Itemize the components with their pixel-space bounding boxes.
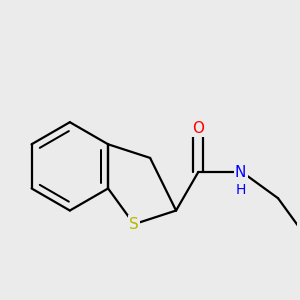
Text: N: N [235, 165, 246, 180]
Text: O: O [192, 121, 204, 136]
Text: H: H [236, 183, 246, 197]
Text: S: S [129, 217, 139, 232]
